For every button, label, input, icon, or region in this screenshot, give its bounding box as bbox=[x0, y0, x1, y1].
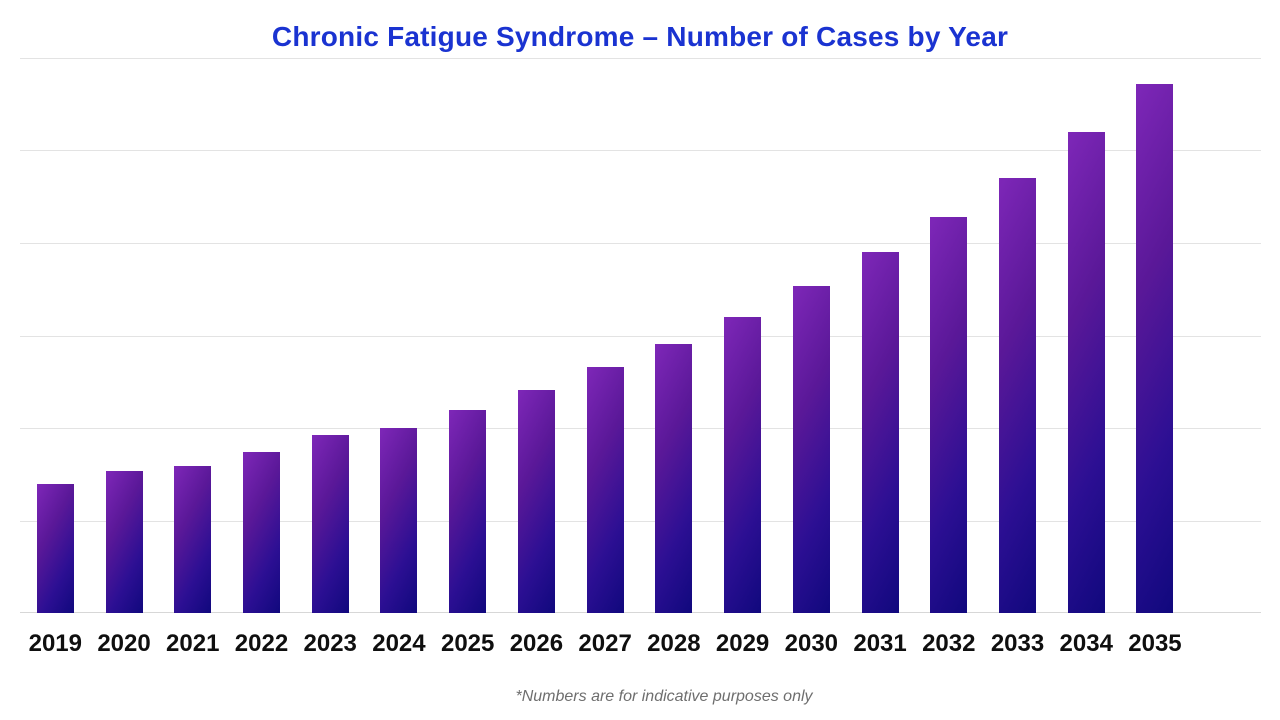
chart-title: Chronic Fatigue Syndrome – Number of Cas… bbox=[271, 21, 1009, 52]
x-axis-label-2027: 2027 bbox=[578, 630, 632, 657]
x-axis-label-2032: 2032 bbox=[922, 630, 976, 657]
plot-area bbox=[20, 58, 1261, 613]
gridline bbox=[20, 335, 1261, 337]
bar-2022 bbox=[242, 452, 280, 613]
x-axis-label-2026: 2026 bbox=[509, 630, 564, 657]
x-axis-label-2030: 2030 bbox=[784, 630, 839, 657]
bar-2035 bbox=[1136, 83, 1174, 613]
x-axis-labels: 2019 2020 2021 2022 2023 2024 2025 2026 2027 2028… bbox=[20, 630, 1261, 660]
bar-2020 bbox=[105, 471, 143, 613]
x-axis-label-2028: 2028 bbox=[647, 630, 701, 657]
gridline bbox=[20, 58, 1261, 59]
x-axis-label-2021: 2021 bbox=[166, 630, 220, 657]
x-axis-label-2022: 2022 bbox=[234, 630, 289, 657]
x-axis-label-2034: 2034 bbox=[1059, 630, 1113, 657]
bar-2019 bbox=[36, 484, 74, 613]
bar-2021 bbox=[174, 465, 212, 613]
x-axis-label-2020: 2020 bbox=[97, 630, 151, 657]
x-axis-line bbox=[20, 612, 1261, 613]
bar-2032 bbox=[930, 217, 968, 613]
gridline bbox=[20, 150, 1261, 152]
gridline bbox=[20, 520, 1261, 522]
x-axis-label-2031: 2031 bbox=[853, 630, 907, 657]
x-axis-label-2023: 2023 bbox=[303, 630, 357, 657]
gridline bbox=[20, 242, 1261, 244]
bar-2030 bbox=[792, 286, 830, 613]
bar-2024 bbox=[380, 428, 418, 613]
bar-2025 bbox=[449, 410, 487, 613]
x-axis-label-2024: 2024 bbox=[372, 630, 426, 657]
bar-2029 bbox=[724, 317, 762, 613]
bar-2023 bbox=[311, 435, 349, 613]
bar-2026 bbox=[517, 390, 555, 613]
chart-footnote: *Numbers are for indicative purposes onl… bbox=[515, 688, 813, 705]
gridline bbox=[20, 427, 1261, 429]
x-axis-label-2035: 2035 bbox=[1128, 630, 1182, 657]
x-axis-label-2029: 2029 bbox=[715, 630, 770, 657]
bar-2034 bbox=[1067, 132, 1105, 613]
bar-2031 bbox=[861, 252, 899, 613]
x-axis-label-2019: 2019 bbox=[28, 630, 82, 657]
bar-2027 bbox=[586, 366, 624, 613]
x-axis-label-2025: 2025 bbox=[440, 630, 495, 657]
x-axis-label-2033: 2033 bbox=[990, 630, 1045, 657]
bar-2033 bbox=[999, 178, 1037, 613]
bar-2028 bbox=[655, 343, 693, 613]
